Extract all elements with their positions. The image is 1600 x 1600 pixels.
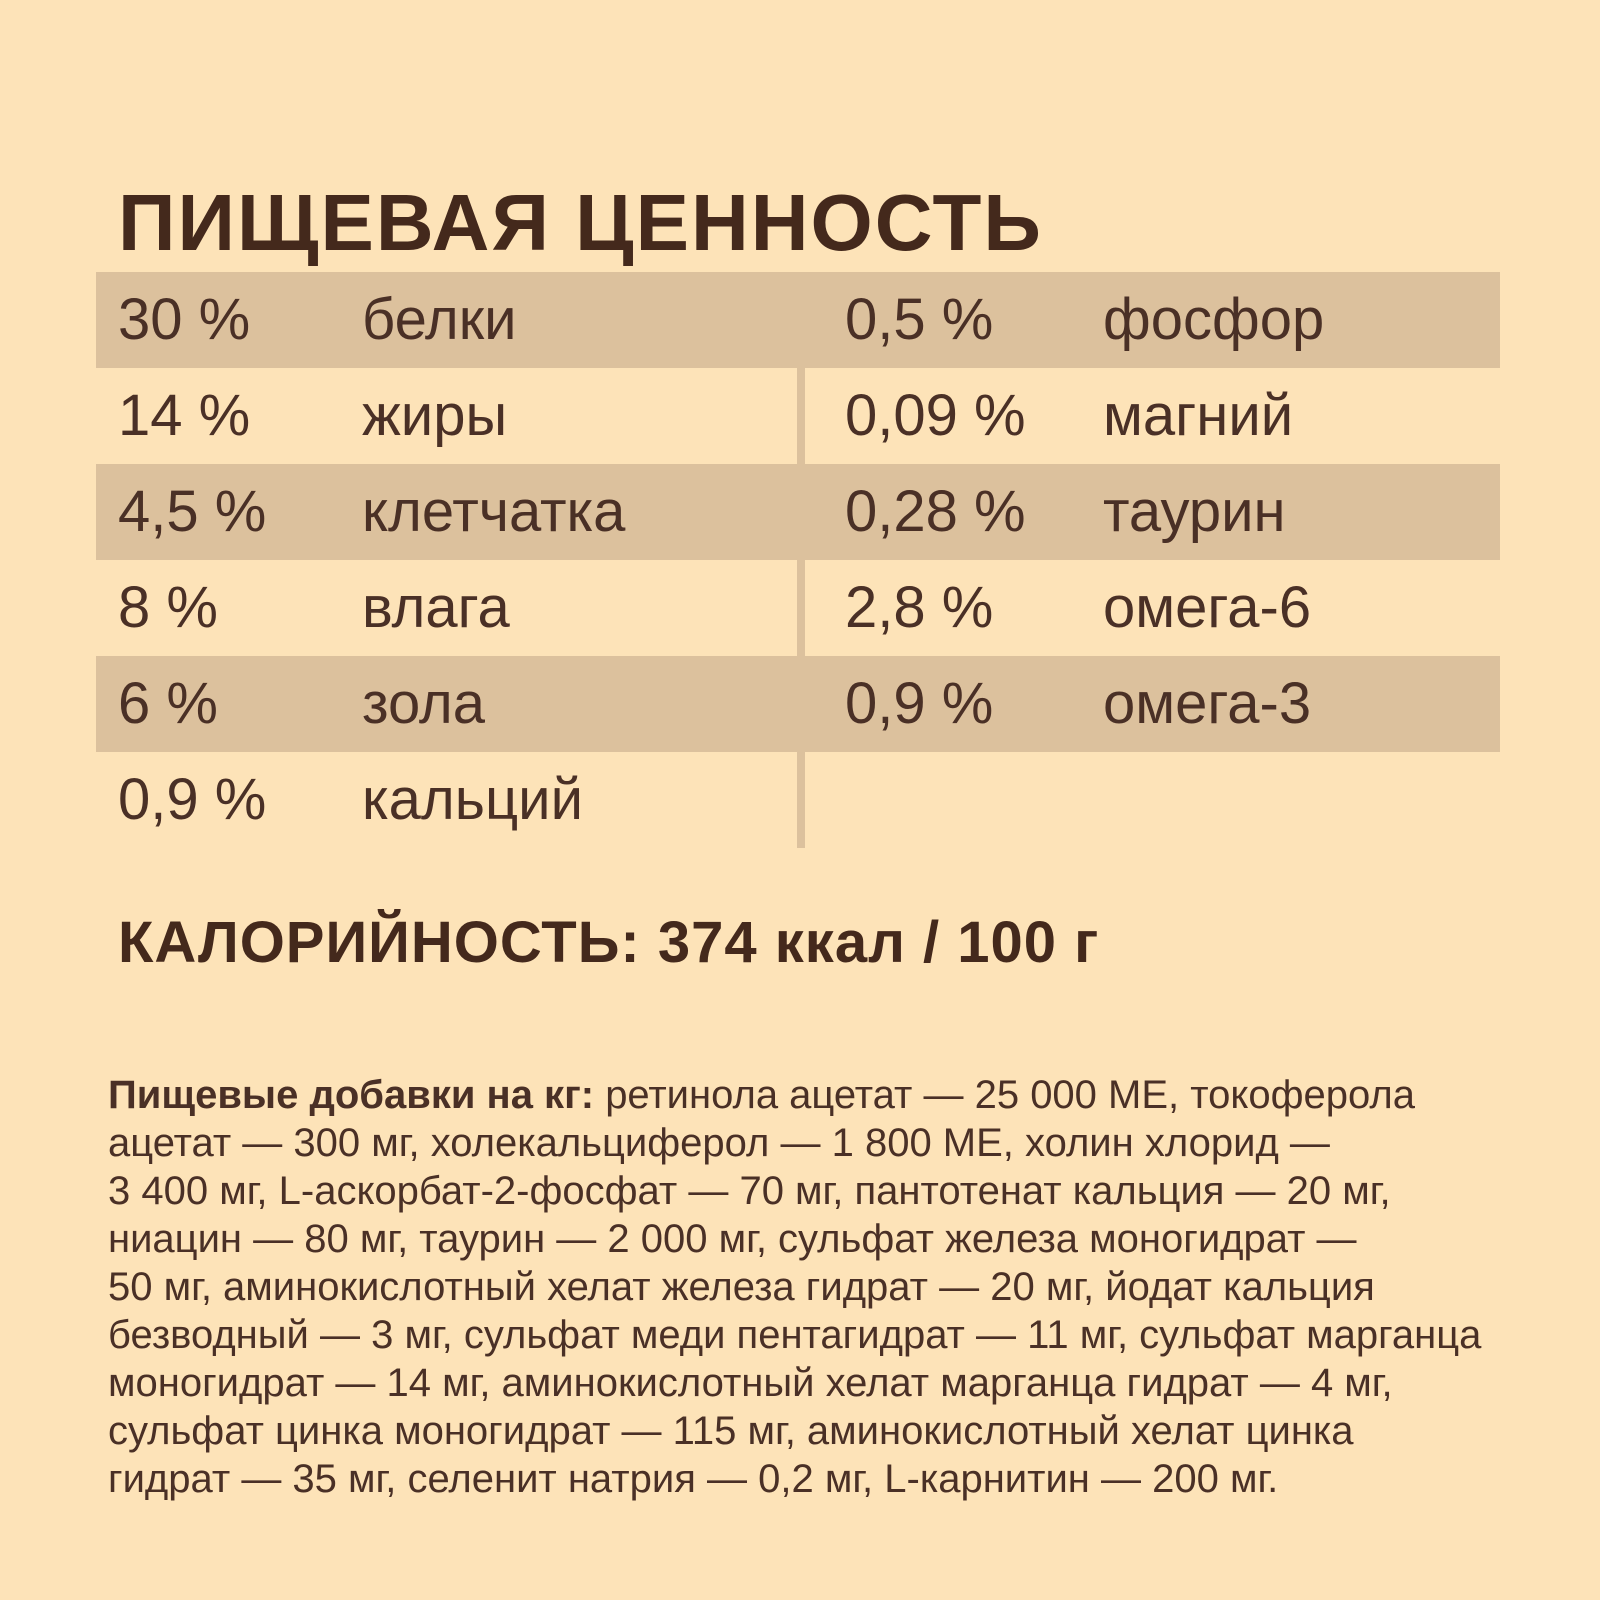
name-cell: таурин (1103, 479, 1286, 544)
additives-line-text: сульфат цинка моногидрат — 115 мг, амино… (108, 1409, 1354, 1453)
additives-line: 3 400 мг, L-аскорбат-2-фосфат — 70 мг, п… (108, 1167, 1481, 1215)
name-cell: фосфор (1103, 287, 1325, 352)
table-row: 30 % белки 0,5 % фосфор (96, 272, 1500, 368)
value-cell: 2,8 % (845, 575, 994, 640)
name-cell: омега-3 (1103, 671, 1312, 736)
additives-line-text: ретинола ацетат — 25 000 МЕ, токоферола (605, 1073, 1415, 1117)
table-row: 14 % жиры 0,09 % магний (96, 368, 1500, 464)
value-cell: 0,9 % (118, 767, 267, 832)
value-cell: 0,5 % (845, 287, 994, 352)
value-cell: 0,9 % (845, 671, 994, 736)
table-row: 8 % влага 2,8 % омега-6 (96, 560, 1500, 656)
name-cell: белки (362, 287, 517, 352)
calories-value: 374 ккал / 100 г (657, 910, 1100, 975)
additives-line-text: безводный — 3 мг, сульфат меди пентагидр… (108, 1313, 1482, 1357)
table-row: 0,9 % кальций (96, 752, 1500, 848)
additives-line-text: 50 мг, аминокислотный хелат железа гидра… (108, 1265, 1375, 1309)
name-cell: влага (362, 575, 510, 640)
additives-line-text: моногидрат — 14 мг, аминокислотный хелат… (108, 1361, 1393, 1405)
additives-line: сульфат цинка моногидрат — 115 мг, амино… (108, 1407, 1481, 1455)
name-cell: жиры (362, 383, 508, 448)
nutrition-table-rows: 30 % белки 0,5 % фосфор 14 % жиры 0,09 % магний… (96, 272, 1500, 848)
additives-line-text: ниацин — 80 мг, таурин — 2 000 мг, сульф… (108, 1217, 1357, 1261)
value-cell: 30 % (118, 287, 251, 352)
additives-line-text: гидрат — 35 мг, селенит натрия — 0,2 мг,… (108, 1457, 1279, 1501)
additives-line-text: 3 400 мг, L-аскорбат-2-фосфат — 70 мг, п… (108, 1169, 1391, 1213)
name-cell: клетчатка (362, 479, 626, 544)
nutrition-table: 30 % белки 0,5 % фосфор 14 % жиры 0,09 % магний… (96, 272, 1500, 848)
name-cell: кальций (362, 767, 583, 832)
additives-line: 50 мг, аминокислотный хелат железа гидра… (108, 1263, 1481, 1311)
value-cell: 4,5 % (118, 479, 267, 544)
value-cell: 0,28 % (845, 479, 1026, 544)
column-divider (797, 272, 805, 848)
name-cell: омега-6 (1103, 575, 1312, 640)
additives-line: моногидрат — 14 мг, аминокислотный хелат… (108, 1359, 1481, 1407)
table-row: 6 % зола 0,9 % омега-3 (96, 656, 1500, 752)
additives-line: ацетат — 300 мг, холекальциферол — 1 800… (108, 1119, 1481, 1167)
additives-line: гидрат — 35 мг, селенит натрия — 0,2 мг,… (108, 1455, 1481, 1503)
value-cell: 6 % (118, 671, 218, 736)
calories-label: КАЛОРИЙНОСТЬ: (118, 910, 641, 975)
additives-line: Пищевые добавки на кг: ретинола ацетат —… (108, 1071, 1481, 1119)
additives-lead: Пищевые добавки на кг: (108, 1073, 595, 1117)
additives-paragraph: Пищевые добавки на кг: ретинола ацетат —… (108, 1071, 1481, 1503)
value-cell: 8 % (118, 575, 218, 640)
additives-line-text: ацетат — 300 мг, холекальциферол — 1 800… (108, 1121, 1330, 1165)
calories-line: КАЛОРИЙНОСТЬ: 374 ккал / 100 г (118, 912, 1099, 974)
additives-line: безводный — 3 мг, сульфат меди пентагидр… (108, 1311, 1481, 1359)
name-cell: магний (1103, 383, 1294, 448)
name-cell: зола (362, 671, 486, 736)
page-title: ПИЩЕВАЯ ЦЕННОСТЬ (118, 177, 1043, 267)
value-cell: 0,09 % (845, 383, 1026, 448)
value-cell: 14 % (118, 383, 251, 448)
additives-line: ниацин — 80 мг, таурин — 2 000 мг, сульф… (108, 1215, 1481, 1263)
table-row: 4,5 % клетчатка 0,28 % таурин (96, 464, 1500, 560)
